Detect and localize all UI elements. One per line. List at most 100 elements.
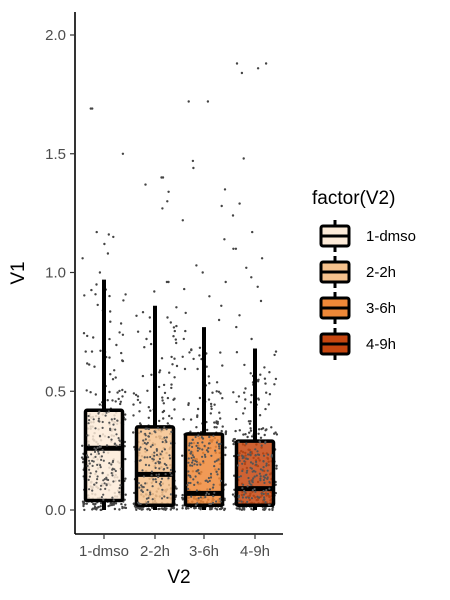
jitter-point <box>158 507 161 511</box>
jitter-point <box>215 459 218 462</box>
jitter-point <box>215 390 218 393</box>
jitter-point <box>218 411 221 414</box>
jitter-point <box>154 462 157 465</box>
jitter-point <box>110 472 113 475</box>
jitter-point <box>175 364 179 368</box>
jitter-point <box>168 457 172 460</box>
outlier-point <box>250 337 253 341</box>
jitter-point <box>141 469 144 472</box>
jitter-point <box>213 465 216 468</box>
jitter-point <box>238 429 241 432</box>
jitter-point <box>209 412 212 415</box>
jitter-point <box>219 392 222 395</box>
jitter-point <box>82 332 86 335</box>
jitter-point <box>104 487 107 490</box>
jitter-point <box>224 446 227 449</box>
jitter-point <box>94 293 97 296</box>
jitter-point <box>169 321 172 324</box>
jitter-point <box>147 416 150 419</box>
jitter-point <box>95 470 98 473</box>
jitter-point <box>243 508 246 511</box>
jitter-point <box>260 444 263 447</box>
jitter-point <box>141 508 144 511</box>
jitter-point <box>259 468 262 471</box>
jitter-point <box>175 324 178 328</box>
jitter-point <box>92 418 95 421</box>
jitter-point <box>247 476 250 480</box>
jitter-point <box>82 504 85 508</box>
jitter-point <box>87 414 90 418</box>
jitter-point <box>124 413 127 416</box>
jitter-point <box>218 447 221 450</box>
legend-entry: 4-9h <box>319 328 396 360</box>
outlier-point <box>183 287 186 291</box>
jitter-point <box>142 439 145 442</box>
box-3-6h <box>183 327 225 510</box>
outlier-point <box>217 318 221 322</box>
jitter-point <box>147 496 150 500</box>
jitter-point <box>136 395 140 398</box>
jitter-point <box>193 483 196 486</box>
jitter-point <box>82 503 85 506</box>
jitter-point <box>256 380 260 383</box>
jitter-point <box>86 464 89 467</box>
jitter-point <box>93 483 96 486</box>
jitter-point <box>89 391 92 394</box>
jitter-point <box>110 438 113 441</box>
jitter-point <box>261 469 264 472</box>
jitter-point <box>89 472 92 475</box>
jitter-point <box>148 432 151 435</box>
jitter-point <box>243 407 247 410</box>
jitter-point <box>183 367 187 371</box>
legend-label: 1-dmso <box>366 228 416 245</box>
jitter-point <box>187 457 190 460</box>
jitter-point <box>275 433 279 436</box>
jitter-point <box>168 414 171 418</box>
jitter-point <box>273 383 276 386</box>
jitter-point <box>213 421 216 424</box>
outlier-point <box>95 230 98 234</box>
jitter-point <box>88 462 91 465</box>
outlier-point <box>195 264 198 267</box>
jitter-point <box>192 456 195 459</box>
jitter-point <box>86 362 89 365</box>
jitter-point <box>117 437 120 440</box>
jitter-point <box>194 459 197 462</box>
jitter-point <box>166 316 169 319</box>
jitter-point <box>99 464 102 467</box>
jitter-point <box>207 442 211 445</box>
jitter-point <box>189 418 193 421</box>
jitter-point <box>215 441 218 444</box>
jitter-point <box>192 478 195 481</box>
jitter-point <box>86 334 89 338</box>
jitter-point <box>249 429 253 432</box>
jitter-point <box>143 456 146 459</box>
jitter-point <box>113 468 116 471</box>
jitter-point <box>187 507 190 510</box>
jitter-point <box>166 396 170 400</box>
jitter-point <box>102 459 105 462</box>
jitter-point <box>189 476 192 479</box>
jitter-point <box>259 373 262 376</box>
jitter-point <box>97 450 100 453</box>
jitter-point <box>166 466 169 469</box>
jitter-point <box>166 496 169 499</box>
jitter-point <box>113 501 116 505</box>
jitter-point <box>139 459 142 462</box>
jitter-point <box>149 342 153 346</box>
jitter-point <box>118 331 121 334</box>
outlier-point <box>81 257 84 260</box>
jitter-point <box>161 450 164 453</box>
jitter-point <box>236 507 240 510</box>
jitter-point <box>93 450 97 453</box>
outlier-point <box>165 280 169 284</box>
jitter-point <box>164 473 167 476</box>
jitter-point <box>270 454 273 457</box>
jitter-point <box>237 441 240 444</box>
jitter-point <box>115 343 118 347</box>
jitter-point <box>153 451 156 454</box>
jitter-point <box>257 428 261 431</box>
outlier-point <box>112 235 115 239</box>
jitter-point <box>237 475 240 479</box>
jitter-point <box>250 435 254 438</box>
